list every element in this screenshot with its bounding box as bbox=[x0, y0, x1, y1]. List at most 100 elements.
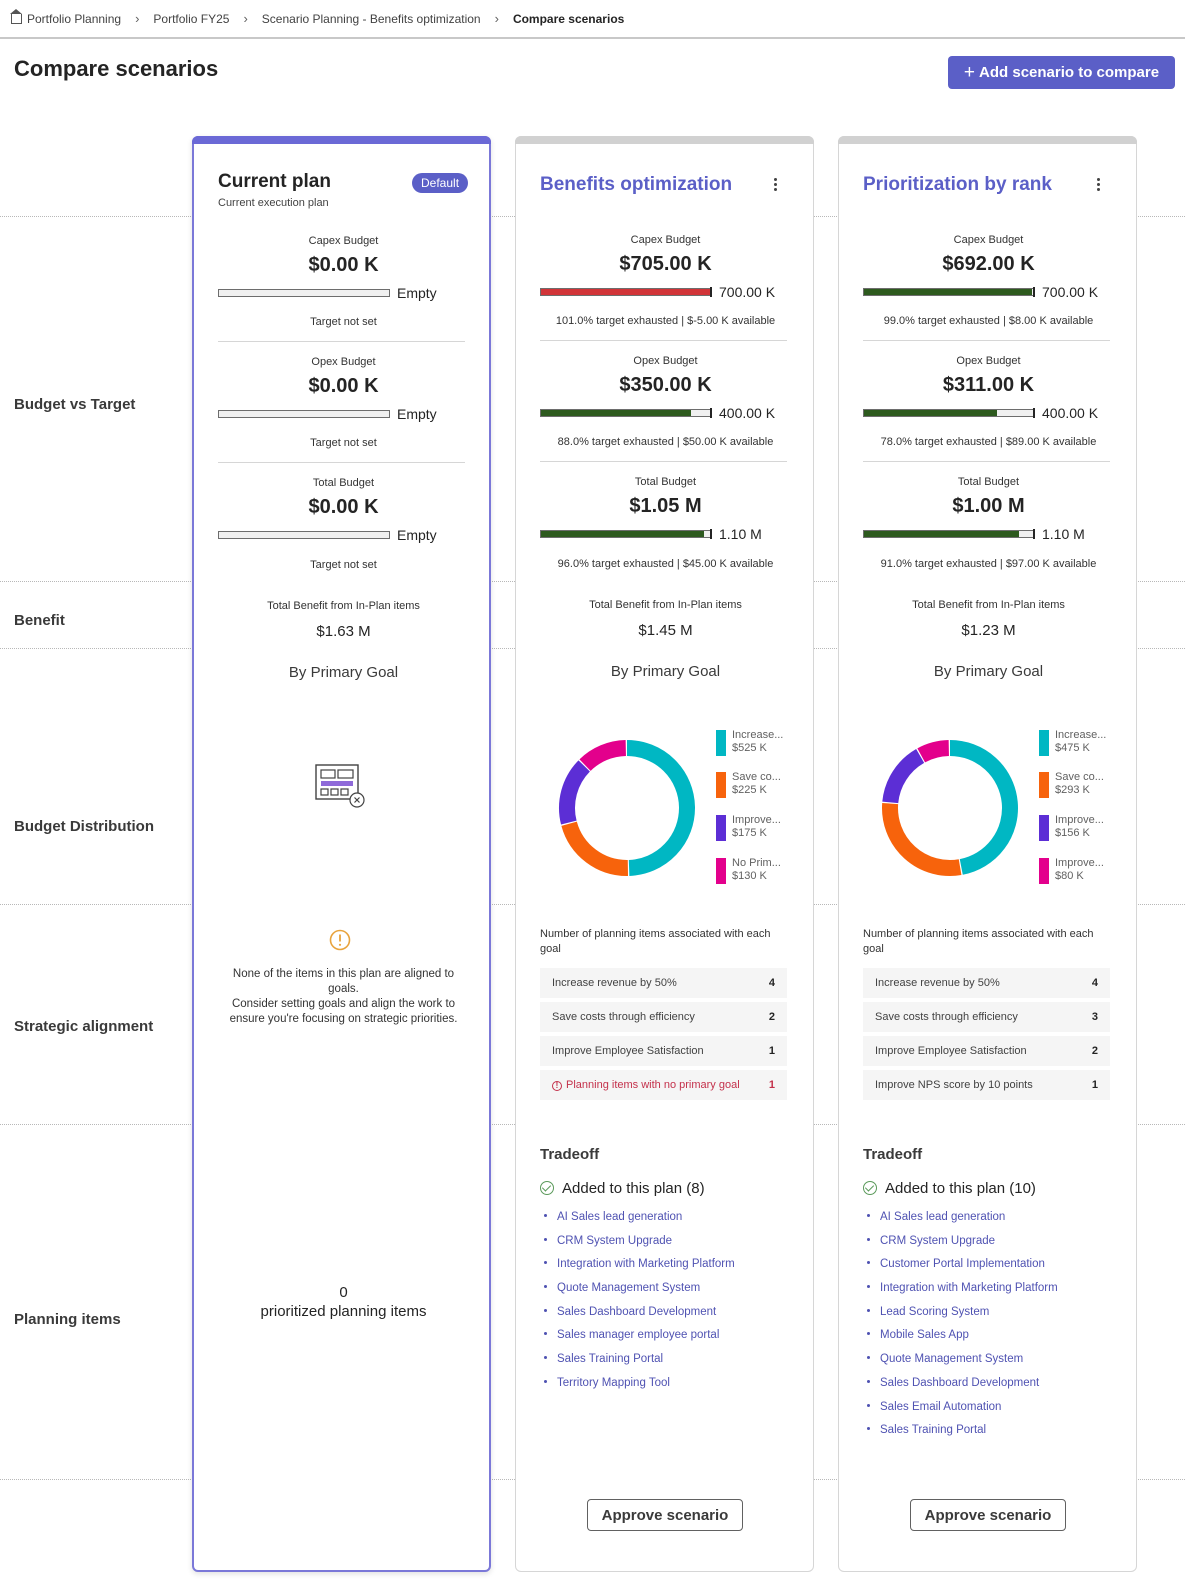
card-accent bbox=[192, 136, 491, 144]
more-options-icon[interactable] bbox=[774, 178, 778, 194]
home-icon bbox=[10, 8, 22, 24]
goal-row: Improve Employee Satisfaction 1 bbox=[540, 1036, 787, 1066]
budget-label: Opex Budget bbox=[956, 355, 1021, 367]
budget-target: 400.00 K bbox=[1042, 405, 1099, 421]
planning-item-link[interactable]: Quote Management System bbox=[540, 1281, 735, 1305]
planning-count: 0 bbox=[339, 1284, 348, 1301]
legend-label: Improve... bbox=[1055, 814, 1104, 826]
planning-item-link[interactable]: Sales Training Portal bbox=[863, 1423, 1058, 1447]
breadcrumb-portfolio-fy25[interactable]: Portfolio FY25 bbox=[153, 11, 230, 26]
goal-label: Increase revenue by 50% bbox=[875, 977, 1000, 989]
planning-item-link[interactable]: Sales Email Automation bbox=[863, 1400, 1058, 1424]
breadcrumb-scenario-planning[interactable]: Scenario Planning - Benefits optimizatio… bbox=[261, 11, 481, 26]
planning-item-link[interactable]: Sales Training Portal bbox=[540, 1352, 735, 1376]
scenario-title: Current plan bbox=[218, 171, 331, 192]
breadcrumb-portfolio-planning[interactable]: Portfolio Planning bbox=[27, 11, 122, 26]
planning-item-link[interactable]: AI Sales lead generation bbox=[540, 1210, 735, 1234]
row-label-planning: Planning items bbox=[14, 1311, 121, 1328]
budget-target-marker bbox=[1033, 287, 1035, 297]
donut-segment bbox=[949, 740, 1018, 875]
budget-bar bbox=[218, 531, 390, 539]
planning-item-link[interactable]: Customer Portal Implementation bbox=[863, 1257, 1058, 1281]
budget-label: Capex Budget bbox=[630, 234, 701, 246]
tradeoff-title: Tradeoff bbox=[863, 1146, 923, 1163]
scenario-card-benefits: Benefits optimization Capex Budget $705.… bbox=[515, 136, 814, 1572]
budget-target-marker bbox=[1033, 529, 1035, 539]
goal-row-warning: ! Planning items with no primary goal 1 bbox=[540, 1070, 787, 1100]
divider bbox=[218, 341, 465, 342]
planning-item-link[interactable]: Territory Mapping Tool bbox=[540, 1376, 735, 1400]
benefit-title: Total Benefit from In-Plan items bbox=[912, 599, 1065, 611]
budget-target: Empty bbox=[397, 527, 437, 543]
budget-value: $0.00 K bbox=[308, 496, 379, 518]
budget-value: $1.00 M bbox=[952, 495, 1025, 517]
benefit-title: Total Benefit from In-Plan items bbox=[267, 600, 420, 612]
row-label-benefit: Benefit bbox=[14, 612, 65, 629]
row-label-alignment: Strategic alignment bbox=[14, 1018, 154, 1035]
scenario-subtitle: Current execution plan bbox=[218, 197, 329, 209]
planning-item-link[interactable]: AI Sales lead generation bbox=[863, 1210, 1058, 1234]
scenario-title[interactable]: Prioritization by rank bbox=[863, 174, 1052, 195]
divider bbox=[540, 461, 787, 462]
goal-label: Increase revenue by 50% bbox=[552, 977, 677, 989]
legend-label: Increase... bbox=[1055, 729, 1107, 741]
legend-item: Increase... $525 K bbox=[716, 729, 783, 756]
check-circle-icon bbox=[863, 1181, 877, 1195]
planning-item-link[interactable]: Lead Scoring System bbox=[863, 1305, 1058, 1329]
budget-note: 96.0% target exhausted | $45.00 K availa… bbox=[557, 558, 774, 570]
budget-bar-fill bbox=[864, 410, 997, 416]
legend-item: Save co... $293 K bbox=[1039, 771, 1104, 798]
legend-swatch bbox=[1039, 730, 1049, 756]
planning-item-link[interactable]: Sales manager employee portal bbox=[540, 1328, 735, 1352]
budget-target: 400.00 K bbox=[719, 405, 776, 421]
budget-value: $311.00 K bbox=[942, 374, 1035, 396]
planning-item-link[interactable]: Sales Dashboard Development bbox=[863, 1376, 1058, 1400]
budget-value: $692.00 K bbox=[942, 253, 1035, 275]
budget-bar bbox=[863, 529, 1035, 539]
budget-target: 700.00 K bbox=[719, 284, 776, 300]
goal-count: 2 bbox=[768, 1011, 775, 1023]
chevron-right-icon: › bbox=[243, 11, 248, 26]
budget-bar bbox=[218, 410, 390, 418]
legend-value: $130 K bbox=[732, 870, 767, 882]
approve-scenario-button[interactable]: Approve scenario bbox=[910, 1499, 1066, 1531]
scenario-title[interactable]: Benefits optimization bbox=[540, 174, 733, 195]
legend-item: No Prim... $130 K bbox=[716, 857, 781, 884]
planning-item-link[interactable]: Quote Management System bbox=[863, 1352, 1058, 1376]
added-label: Added to this plan (8) bbox=[562, 1180, 705, 1197]
approve-scenario-button[interactable]: Approve scenario bbox=[587, 1499, 743, 1531]
planning-item-link[interactable]: CRM System Upgrade bbox=[540, 1234, 735, 1258]
budget-bar bbox=[540, 287, 712, 297]
planning-item-link[interactable]: Integration with Marketing Platform bbox=[863, 1281, 1058, 1305]
budget-target-marker bbox=[710, 529, 712, 539]
planning-item-link[interactable]: Mobile Sales App bbox=[863, 1328, 1058, 1352]
no-alignment-message: None of the items in this plan are align… bbox=[229, 968, 458, 1025]
goal-label: Improve Employee Satisfaction bbox=[875, 1045, 1027, 1057]
planning-item-link[interactable]: Integration with Marketing Platform bbox=[540, 1257, 735, 1281]
donut-segment bbox=[917, 740, 950, 763]
tradeoff-title: Tradeoff bbox=[540, 1146, 600, 1163]
check-circle-icon bbox=[540, 1181, 554, 1195]
budget-bar bbox=[218, 289, 390, 297]
scenario-card-prioritization: Prioritization by rank Capex Budget $692… bbox=[838, 136, 1137, 1572]
legend-swatch bbox=[1039, 815, 1049, 841]
more-options-icon[interactable] bbox=[1097, 178, 1101, 194]
budget-note: 99.0% target exhausted | $8.00 K availab… bbox=[883, 315, 1094, 327]
budget-note: Target not set bbox=[310, 437, 377, 449]
legend-swatch bbox=[716, 730, 726, 756]
add-scenario-button[interactable]: + Add scenario to compare bbox=[948, 56, 1175, 89]
legend-label: No Prim... bbox=[732, 857, 781, 869]
donut-segment bbox=[626, 740, 695, 876]
legend-value: $225 K bbox=[732, 784, 767, 796]
breadcrumb: Portfolio Planning › Portfolio FY25 › Sc… bbox=[0, 0, 1185, 39]
goal-row: Save costs through efficiency 3 bbox=[863, 1002, 1110, 1032]
distribution-title: By Primary Goal bbox=[610, 663, 721, 680]
planning-count-label: prioritized planning items bbox=[260, 1303, 427, 1320]
planning-item-link[interactable]: Sales Dashboard Development bbox=[540, 1305, 735, 1329]
goal-count: 2 bbox=[1091, 1045, 1098, 1057]
budget-label: Total Budget bbox=[634, 476, 697, 488]
planning-item-link[interactable]: CRM System Upgrade bbox=[863, 1234, 1058, 1258]
legend-value: $293 K bbox=[1055, 784, 1090, 796]
warning-icon: ! bbox=[552, 1081, 562, 1091]
budget-target: 700.00 K bbox=[1042, 284, 1099, 300]
